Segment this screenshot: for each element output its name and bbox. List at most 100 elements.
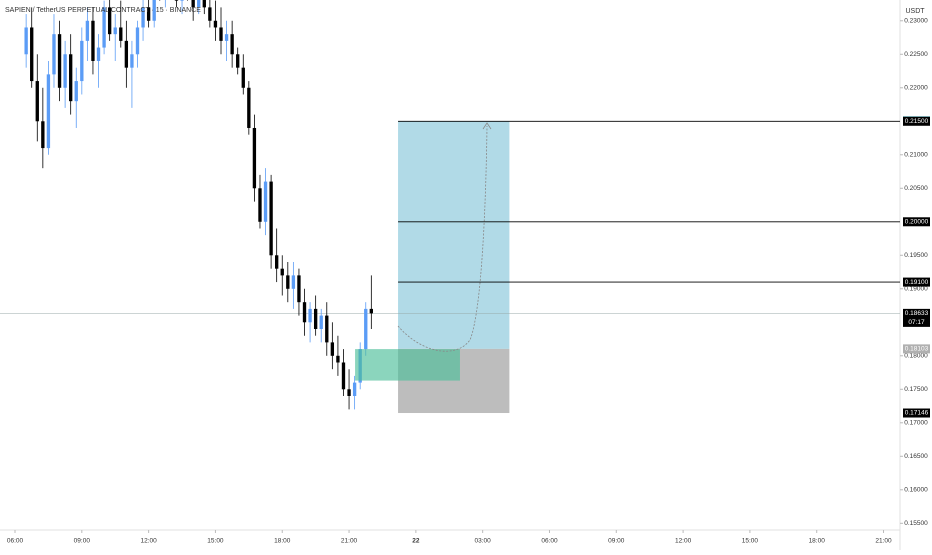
candle-body	[330, 342, 335, 356]
x-tick-label: 22	[412, 538, 420, 545]
y-tick-label: 0.17000	[904, 420, 928, 427]
price-label: 0.19100	[905, 279, 929, 286]
candle-body	[146, 7, 151, 21]
candle-body	[258, 188, 262, 222]
projection-arrowhead	[482, 122, 492, 130]
y-tick-label: 0.21000	[904, 151, 928, 158]
candle-body	[141, 7, 145, 28]
target-area	[398, 121, 510, 349]
price-label-bg	[903, 408, 930, 418]
y-tick-label: 0.17500	[904, 386, 928, 393]
projection-curve	[397, 125, 488, 352]
price-label: 0.20000	[905, 219, 929, 226]
candle-body	[124, 40, 129, 68]
candle-body	[208, 7, 212, 21]
candle-body	[30, 27, 34, 82]
x-tick-label: 06:00	[541, 538, 558, 545]
x-tick-label: 03:00	[475, 538, 492, 545]
candle-body	[46, 74, 51, 149]
candle-body	[336, 355, 340, 363]
x-tick-label: 21:00	[875, 538, 892, 545]
x-tick-label: 09:00	[74, 538, 91, 545]
candle-body	[352, 382, 357, 396]
candle-body	[369, 308, 373, 314]
candle-body	[319, 315, 323, 329]
candle-body	[174, 0, 179, 1]
price-label: 0.17146	[905, 410, 929, 417]
candle-body	[263, 181, 268, 222]
x-tick-label: 15:00	[742, 538, 759, 545]
candle-body	[102, 7, 106, 48]
candle-body	[313, 308, 318, 329]
price-label: 0.18633	[905, 310, 929, 317]
x-tick-label: 18:00	[274, 538, 291, 545]
price-label-bg	[903, 116, 930, 126]
candle-body	[74, 81, 78, 102]
candle-body	[80, 40, 84, 82]
candle-body	[280, 268, 284, 276]
candle-body	[69, 54, 73, 102]
candle-body	[135, 27, 140, 55]
candle-body	[275, 255, 279, 269]
candle-body	[91, 20, 95, 61]
x-tick-label: 12:00	[675, 538, 692, 545]
x-tick-label: 06:00	[7, 538, 24, 545]
y-tick-label: 0.18000	[904, 353, 928, 360]
y-tick-label: 0.16500	[904, 453, 928, 460]
y-tick-label: 0.22500	[904, 51, 928, 58]
y-tick-label: 0.15500	[904, 520, 928, 527]
chart-title: SAPIEN / TetherUS PERPETUAL CONTRACT · 1…	[5, 7, 201, 14]
candle-body	[41, 121, 45, 149]
candle-body	[113, 27, 117, 35]
candle-body	[252, 127, 257, 189]
x-tick-label: 12:00	[140, 538, 157, 545]
candle-body	[269, 181, 273, 256]
candle-body	[230, 34, 234, 55]
candle-body	[291, 275, 296, 289]
x-tick-label: 18:00	[809, 538, 826, 545]
candle-body	[325, 315, 329, 343]
candle-body	[202, 0, 206, 8]
candle-body	[347, 389, 351, 396]
countdown-label: 07:17	[908, 319, 925, 326]
candle-body	[286, 275, 290, 289]
x-tick-label: 15:00	[207, 538, 224, 545]
candle-body	[180, 0, 184, 1]
price-label: 0.21500	[905, 118, 929, 125]
candle-body	[364, 308, 368, 350]
y-tick-label: 0.19500	[904, 252, 928, 259]
x-tick-label: 21:00	[341, 538, 358, 545]
candle-body	[52, 34, 56, 75]
candle-body	[85, 20, 90, 41]
x-tick-label: 09:00	[608, 538, 625, 545]
price-label-bg	[903, 308, 930, 327]
y-tick-label: 0.22000	[904, 84, 928, 91]
demand-zone	[355, 349, 460, 381]
candle-body	[341, 362, 346, 390]
candle-body	[130, 54, 134, 68]
price-label-bg	[903, 277, 930, 287]
candle-body	[152, 0, 156, 21]
candle-body	[247, 87, 251, 128]
currency-label: USDT	[905, 8, 925, 15]
candle-body	[24, 27, 28, 55]
candle-body	[63, 54, 67, 88]
price-label: 0.18103	[905, 346, 929, 353]
candle-body	[302, 302, 307, 323]
candle-body	[107, 7, 112, 35]
price-label-bg	[903, 344, 930, 354]
candle-body	[297, 275, 301, 303]
candle-body	[219, 27, 223, 41]
candle-body	[213, 20, 218, 28]
candle-body	[96, 47, 101, 61]
candle-body	[197, 0, 201, 8]
candle-body	[308, 308, 312, 323]
candle-body	[236, 54, 240, 68]
candle-body	[191, 0, 195, 8]
candle-body	[57, 34, 62, 88]
candle-body	[35, 81, 39, 122]
y-tick-label: 0.20500	[904, 185, 928, 192]
candle-body	[224, 34, 229, 41]
candle-body	[241, 67, 245, 88]
